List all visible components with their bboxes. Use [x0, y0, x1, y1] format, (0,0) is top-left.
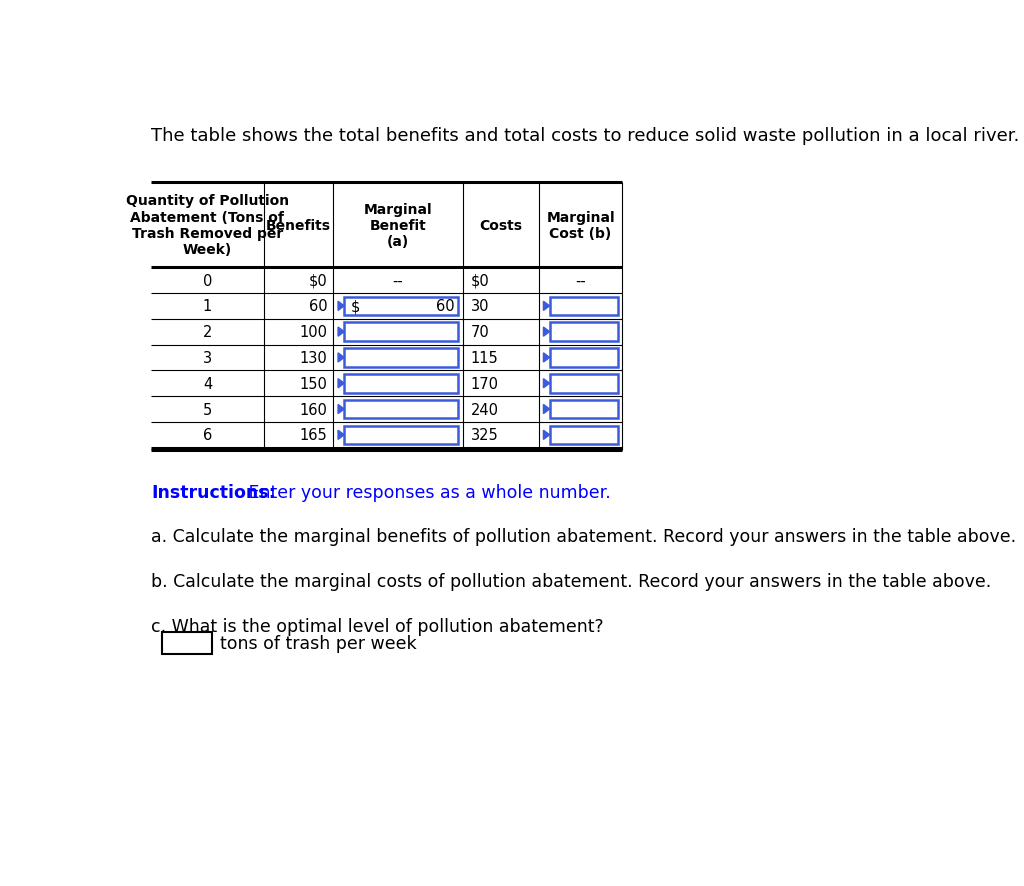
Text: 30: 30	[471, 299, 489, 314]
Text: Quantity of Pollution
Abatement (Tons of
Trash Removed per
Week): Quantity of Pollution Abatement (Tons of…	[126, 194, 289, 257]
Polygon shape	[544, 354, 550, 362]
Text: 1: 1	[203, 299, 212, 314]
Text: a. Calculate the marginal benefits of pollution abatement. Record your answers i: a. Calculate the marginal benefits of po…	[152, 528, 1017, 546]
Bar	[344, 375, 458, 393]
Text: $0: $0	[471, 273, 489, 288]
Text: Enter your responses as a whole number.: Enter your responses as a whole number.	[243, 483, 610, 501]
Polygon shape	[338, 302, 344, 311]
Text: 3: 3	[203, 351, 212, 366]
Text: 2: 2	[203, 325, 212, 339]
Bar	[550, 375, 617, 393]
Bar	[550, 323, 617, 341]
Text: --: --	[575, 273, 586, 288]
Text: 130: 130	[299, 351, 328, 366]
Bar	[344, 297, 458, 315]
Polygon shape	[338, 328, 344, 337]
Text: 325: 325	[471, 428, 499, 443]
Polygon shape	[544, 405, 550, 414]
Text: 165: 165	[299, 428, 328, 443]
Text: b. Calculate the marginal costs of pollution abatement. Record your answers in t: b. Calculate the marginal costs of pollu…	[152, 572, 991, 590]
Bar	[344, 426, 458, 445]
Text: --: --	[393, 273, 403, 288]
Polygon shape	[338, 379, 344, 388]
Polygon shape	[544, 431, 550, 440]
Bar	[162, 633, 212, 654]
Text: Marginal
Benefit
(a): Marginal Benefit (a)	[364, 202, 432, 249]
Bar	[550, 426, 617, 445]
Text: 115: 115	[471, 351, 499, 366]
Polygon shape	[338, 354, 344, 362]
Text: $0: $0	[308, 273, 328, 288]
Text: The table shows the total benefits and total costs to reduce solid waste polluti: The table shows the total benefits and t…	[152, 127, 1020, 145]
Text: 240: 240	[471, 402, 499, 417]
Text: 150: 150	[299, 377, 328, 392]
Text: 4: 4	[203, 377, 212, 392]
Text: $: $	[350, 299, 359, 314]
Bar	[344, 349, 458, 368]
Bar	[550, 297, 617, 315]
Text: c. What is the optimal level of pollution abatement?: c. What is the optimal level of pollutio…	[152, 617, 604, 635]
Polygon shape	[544, 379, 550, 388]
Text: 5: 5	[203, 402, 212, 417]
Text: 0: 0	[203, 273, 212, 288]
Text: 100: 100	[299, 325, 328, 339]
Polygon shape	[544, 328, 550, 337]
Text: Instructions:: Instructions:	[152, 483, 276, 501]
Text: tons of trash per week: tons of trash per week	[220, 634, 417, 652]
Text: 160: 160	[299, 402, 328, 417]
Text: 6: 6	[203, 428, 212, 443]
Polygon shape	[338, 405, 344, 414]
Bar	[344, 323, 458, 341]
Text: Benefits: Benefits	[266, 219, 331, 232]
Polygon shape	[544, 302, 550, 311]
Bar	[550, 349, 617, 368]
Bar	[550, 400, 617, 419]
Text: Marginal
Cost (b): Marginal Cost (b)	[546, 211, 615, 241]
Text: 170: 170	[471, 377, 499, 392]
Text: 60: 60	[435, 299, 455, 314]
Bar	[344, 400, 458, 419]
Text: 60: 60	[308, 299, 328, 314]
Text: 70: 70	[471, 325, 489, 339]
Polygon shape	[338, 431, 344, 440]
Text: Costs: Costs	[479, 219, 522, 232]
